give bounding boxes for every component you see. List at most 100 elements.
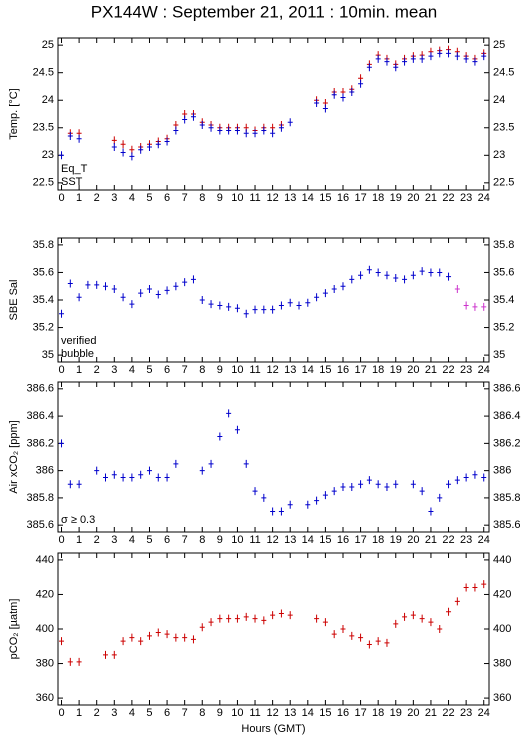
data-point: [120, 148, 126, 157]
data-point: [278, 609, 284, 618]
data-point: [481, 52, 487, 61]
data-point: [146, 631, 152, 640]
data-point: [102, 282, 108, 291]
data-point: [331, 630, 337, 639]
data-point: [164, 630, 170, 639]
x-tick-label: 2: [94, 364, 100, 376]
data-point: [331, 487, 337, 496]
x-tick-label: 18: [372, 364, 384, 376]
data-point: [59, 151, 65, 160]
data-point: [261, 616, 267, 625]
y-tick-label: 35.4: [33, 294, 54, 306]
data-point: [358, 480, 364, 489]
data-point: [419, 267, 425, 276]
data-point: [111, 143, 117, 152]
data-point: [463, 54, 469, 63]
data-point: [208, 459, 214, 468]
x-tick-label: 14: [302, 364, 314, 376]
data-point: [76, 657, 82, 666]
data-point: [226, 614, 232, 623]
x-tick-label: 15: [319, 364, 331, 376]
chart-title: PX144W : September 21, 2011 : 10min. mea…: [91, 2, 438, 21]
x-tick-label: 24: [478, 192, 490, 204]
data-point: [384, 638, 390, 647]
data-point: [419, 614, 425, 623]
x-tick-label: 14: [302, 707, 314, 719]
data-point: [402, 275, 408, 284]
y-axis-label: Temp. [°C]: [8, 88, 20, 139]
x-tick-label: 19: [390, 534, 402, 546]
data-point: [331, 284, 337, 293]
data-point: [234, 304, 240, 313]
data-point: [472, 583, 478, 592]
y-tick-label: 386.2: [493, 437, 521, 449]
data-point: [437, 625, 443, 633]
data-point: [287, 118, 293, 127]
data-point: [164, 473, 170, 482]
data-point: [340, 483, 346, 491]
y-tick-label: 400: [36, 623, 54, 635]
legend-label: Eq_T: [61, 163, 88, 175]
x-tick-label: 2: [94, 707, 100, 719]
data-point: [393, 63, 399, 72]
data-point: [428, 618, 434, 627]
data-point: [454, 597, 460, 606]
data-point: [393, 480, 399, 489]
x-tick-label: 0: [58, 364, 64, 376]
y-tick-label: 386.4: [493, 410, 521, 422]
y-tick-label: 23.5: [33, 122, 54, 134]
y-tick-label: 440: [493, 554, 511, 566]
x-tick-label: 17: [354, 192, 366, 204]
y-tick-label: 23: [42, 149, 54, 161]
data-point: [199, 466, 205, 475]
data-point: [437, 268, 443, 277]
plot-frame: [57, 552, 490, 706]
y-tick-label: 360: [493, 692, 511, 704]
x-tick-label: 15: [319, 534, 331, 546]
data-point: [94, 466, 100, 475]
x-tick-label: 20: [407, 364, 419, 376]
x-tick-label: 21: [425, 534, 437, 546]
data-point: [472, 470, 478, 479]
x-tick-label: 7: [182, 707, 188, 719]
data-point: [138, 470, 144, 479]
data-point: [155, 473, 161, 482]
data-point: [428, 52, 434, 61]
data-point: [410, 271, 416, 280]
x-tick-label: 22: [442, 364, 454, 376]
data-point: [375, 637, 381, 646]
data-point: [375, 54, 381, 63]
x-tick-label: 17: [354, 364, 366, 376]
x-tick-label: 0: [58, 534, 64, 546]
data-point: [278, 507, 284, 516]
data-point: [217, 301, 223, 310]
y-tick-label: 24: [42, 94, 54, 106]
x-tick-label: 21: [425, 364, 437, 376]
y-tick-label: 35.8: [493, 239, 514, 251]
data-point: [410, 611, 416, 620]
data-point: [322, 491, 328, 500]
x-tick-label: 24: [478, 534, 490, 546]
x-tick-label: 6: [164, 364, 170, 376]
data-point: [366, 265, 372, 274]
legend-label: verified: [61, 335, 96, 347]
data-point: [366, 640, 372, 649]
y-tick-label: 440: [36, 554, 54, 566]
data-point: [234, 614, 240, 623]
data-point: [331, 90, 337, 99]
y-tick-label: 380: [493, 657, 511, 669]
data-point: [199, 623, 205, 632]
x-tick-label: 22: [442, 192, 454, 204]
y-tick-label: 24: [493, 94, 505, 106]
data-point: [454, 52, 460, 61]
x-tick-label: 9: [217, 534, 223, 546]
x-tick-label: 0: [58, 192, 64, 204]
x-tick-label: 6: [164, 707, 170, 719]
data-point: [322, 104, 328, 113]
x-tick-label: 14: [302, 534, 314, 546]
x-tick-label: 12: [266, 192, 278, 204]
x-tick-label: 18: [372, 534, 384, 546]
legend-label: SST: [61, 176, 83, 188]
data-point: [340, 282, 346, 291]
data-point: [340, 93, 346, 102]
